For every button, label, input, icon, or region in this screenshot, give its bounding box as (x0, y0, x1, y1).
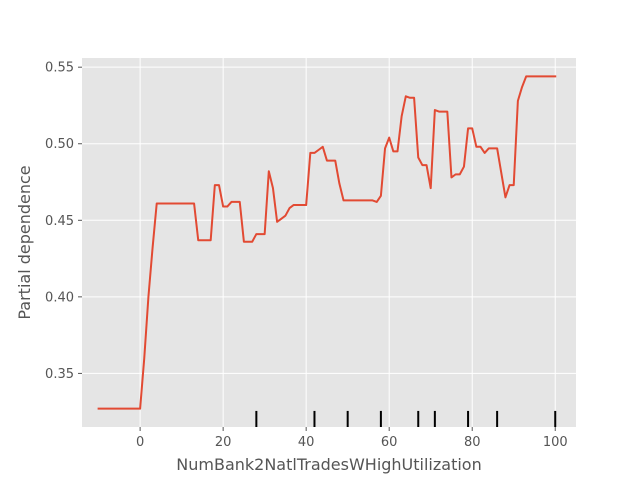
y-tick-label: 0.50 (45, 137, 74, 152)
x-tick-label: 20 (215, 435, 232, 450)
grid-lines (82, 58, 576, 427)
rug-marks (255, 410, 557, 427)
y-axis-ticks: 0.35 0.40 0.45 0.50 0.55 (45, 61, 82, 382)
y-axis-label: Partial dependence (15, 165, 34, 319)
x-tick-label: 40 (298, 435, 315, 450)
x-axis-label: NumBank2NatlTradesWHighUtilization (176, 455, 481, 474)
x-tick-label: 100 (543, 435, 568, 450)
y-tick-label: 0.35 (45, 367, 74, 382)
y-tick-label: 0.55 (45, 61, 74, 76)
x-tick-label: 0 (136, 435, 144, 450)
x-tick-label: 60 (381, 435, 398, 450)
x-axis-ticks: 0 20 40 60 80 100 (136, 427, 568, 450)
series-line-group (97, 75, 557, 410)
plot-area (82, 58, 576, 427)
y-tick-label: 0.40 (45, 290, 74, 305)
y-tick-label: 0.45 (45, 214, 74, 229)
partial-dependence-line (97, 75, 557, 410)
x-tick-label: 80 (464, 435, 481, 450)
